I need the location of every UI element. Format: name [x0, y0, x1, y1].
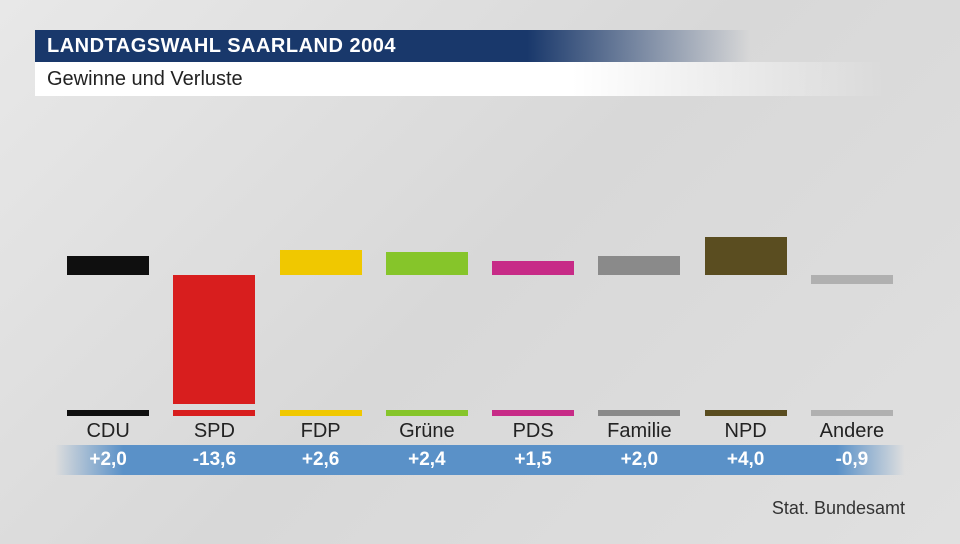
bar-column-spd [161, 140, 267, 400]
legend-item-familie: Familie [586, 410, 692, 443]
legend-marker [280, 410, 362, 416]
value-andere: -0,9 [799, 449, 905, 471]
bar-wrapper [799, 140, 905, 400]
bar-wrapper [161, 140, 267, 400]
legend-item-cdu: CDU [55, 410, 161, 443]
legend-marker [173, 410, 255, 416]
source-label: Stat. Bundesamt [772, 498, 905, 519]
bar-column-andere [799, 140, 905, 400]
legend-item-grüne: Grüne [374, 410, 480, 443]
legend-marker [598, 410, 680, 416]
header-banner: LANDTAGSWAHL SAARLAND 2004 [35, 30, 580, 62]
legend-label: Andere [820, 420, 885, 443]
legend-label: NPD [725, 420, 767, 443]
legend-item-npd: NPD [693, 410, 799, 443]
value-pds: +1,5 [480, 449, 586, 471]
legend-item-andere: Andere [799, 410, 905, 443]
bar-familie [598, 256, 680, 275]
bar-wrapper [268, 140, 374, 400]
subtitle-bar: Gewinne und Verluste [35, 62, 930, 96]
bar-column-fdp [268, 140, 374, 400]
bar-column-pds [480, 140, 586, 400]
header-title: LANDTAGSWAHL SAARLAND 2004 [47, 35, 396, 58]
bar-column-cdu [55, 140, 161, 400]
legend-item-fdp: FDP [268, 410, 374, 443]
value-cdu: +2,0 [55, 449, 161, 471]
legend-strip: CDU SPD FDP Grüne PDS Familie NPD Andere [55, 410, 905, 443]
bar-wrapper [693, 140, 799, 400]
value-spd: -13,6 [161, 449, 267, 471]
bar-grüne [386, 252, 468, 275]
bar-column-grüne [374, 140, 480, 400]
values-row: +2,0-13,6+2,6+2,4+1,5+2,0+4,0-0,9 [55, 445, 905, 475]
legend-marker [492, 410, 574, 416]
legend-marker [811, 410, 893, 416]
legend-label: CDU [86, 420, 129, 443]
bar-wrapper [586, 140, 692, 400]
chart-container [55, 140, 905, 440]
bar-spd [173, 275, 255, 404]
bar-wrapper [480, 140, 586, 400]
bar-wrapper [374, 140, 480, 400]
legend-item-spd: SPD [161, 410, 267, 443]
legend-marker [386, 410, 468, 416]
bar-pds [492, 261, 574, 275]
legend-label: FDP [301, 420, 341, 443]
legend-label: Grüne [399, 420, 455, 443]
value-familie: +2,0 [586, 449, 692, 471]
bar-npd [705, 237, 787, 275]
bar-wrapper [55, 140, 161, 400]
value-grüne: +2,4 [374, 449, 480, 471]
subtitle: Gewinne und Verluste [47, 68, 243, 91]
chart-area [55, 140, 905, 400]
bar-cdu [67, 256, 149, 275]
value-fdp: +2,6 [268, 449, 374, 471]
bar-andere [811, 275, 893, 284]
legend-marker [67, 410, 149, 416]
legend-label: Familie [607, 420, 671, 443]
legend-label: PDS [513, 420, 554, 443]
legend-label: SPD [194, 420, 235, 443]
value-npd: +4,0 [693, 449, 799, 471]
legend-item-pds: PDS [480, 410, 586, 443]
bar-column-familie [586, 140, 692, 400]
bar-column-npd [693, 140, 799, 400]
legend-marker [705, 410, 787, 416]
bar-fdp [280, 250, 362, 275]
